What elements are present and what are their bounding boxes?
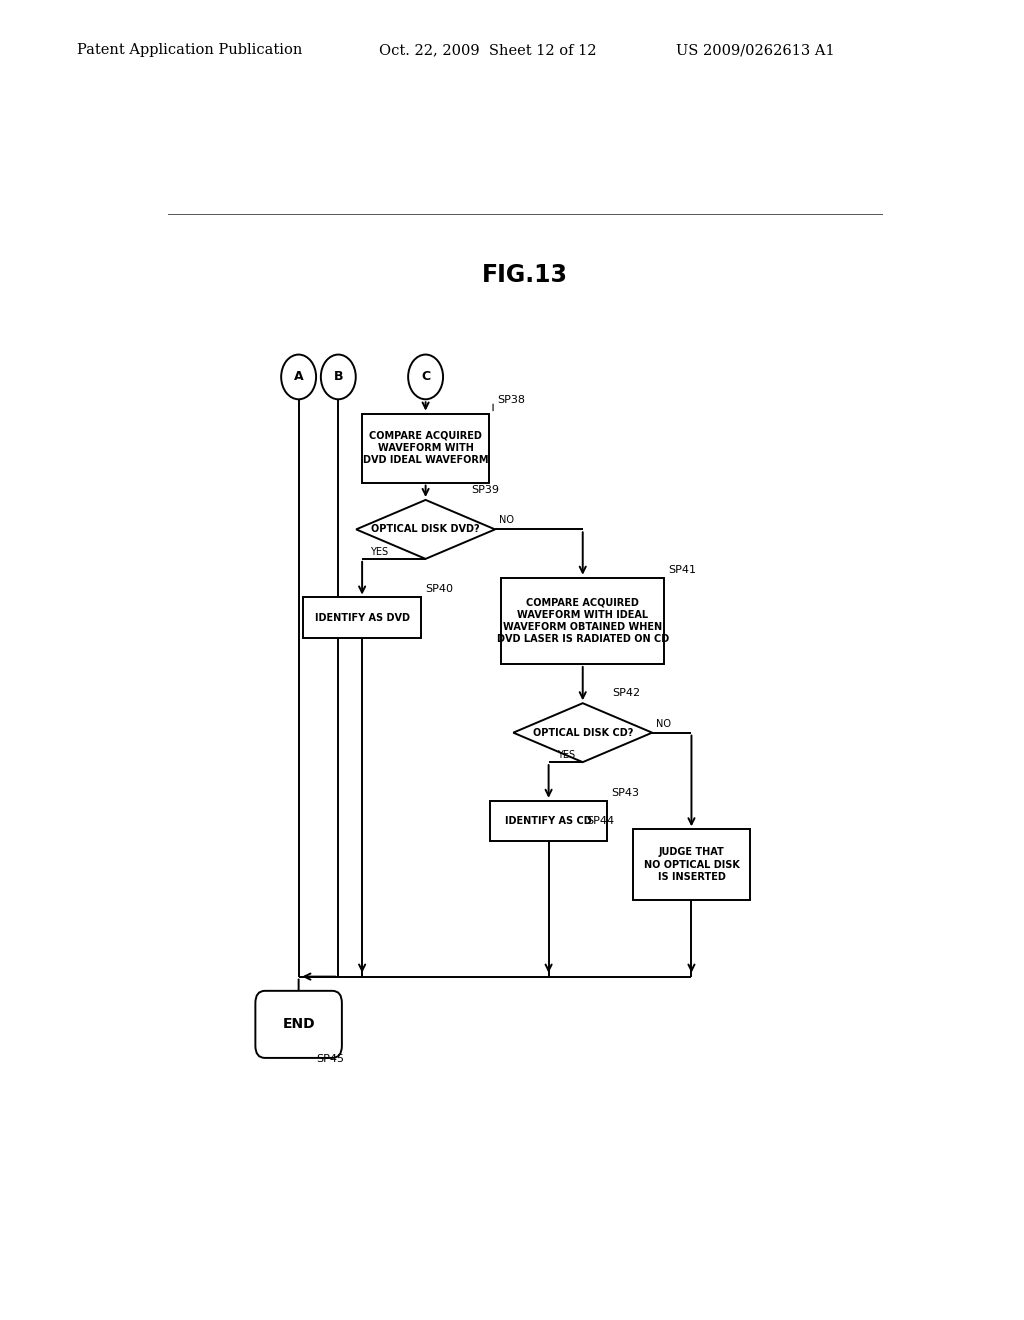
Text: FIG.13: FIG.13 <box>482 263 567 288</box>
Polygon shape <box>356 500 495 558</box>
Text: SP43: SP43 <box>611 788 639 797</box>
Text: COMPARE ACQUIRED
WAVEFORM WITH
DVD IDEAL WAVEFORM: COMPARE ACQUIRED WAVEFORM WITH DVD IDEAL… <box>362 430 488 466</box>
Text: NO: NO <box>656 718 671 729</box>
Bar <box>362 413 489 483</box>
Text: IDENTIFY AS DVD: IDENTIFY AS DVD <box>314 612 410 623</box>
Text: Oct. 22, 2009  Sheet 12 of 12: Oct. 22, 2009 Sheet 12 of 12 <box>379 44 596 57</box>
Bar <box>489 801 607 841</box>
Text: OPTICAL DISK DVD?: OPTICAL DISK DVD? <box>372 524 480 535</box>
Text: SP38: SP38 <box>497 396 525 405</box>
Text: SP45: SP45 <box>316 1053 344 1064</box>
Text: SP39: SP39 <box>471 484 500 495</box>
Text: B: B <box>334 371 343 383</box>
Text: A: A <box>294 371 303 383</box>
Text: SP44: SP44 <box>587 816 614 826</box>
Text: SP40: SP40 <box>425 585 453 594</box>
Text: JUDGE THAT
NO OPTICAL DISK
IS INSERTED: JUDGE THAT NO OPTICAL DISK IS INSERTED <box>643 847 739 882</box>
Circle shape <box>282 355 316 399</box>
Text: OPTICAL DISK CD?: OPTICAL DISK CD? <box>532 727 633 738</box>
Text: C: C <box>421 371 430 383</box>
Text: US 2009/0262613 A1: US 2009/0262613 A1 <box>676 44 835 57</box>
Bar <box>502 578 665 664</box>
FancyBboxPatch shape <box>255 991 342 1057</box>
Circle shape <box>321 355 355 399</box>
Text: YES: YES <box>370 546 388 557</box>
Polygon shape <box>513 704 652 762</box>
Circle shape <box>409 355 443 399</box>
Text: NO: NO <box>499 515 514 525</box>
Text: SP41: SP41 <box>668 565 696 574</box>
Text: SP42: SP42 <box>612 688 641 698</box>
Text: IDENTIFY AS CD: IDENTIFY AS CD <box>505 816 592 826</box>
Bar <box>303 598 421 638</box>
Text: YES: YES <box>557 750 574 760</box>
Text: END: END <box>283 1018 315 1031</box>
Text: COMPARE ACQUIRED
WAVEFORM WITH IDEAL
WAVEFORM OBTAINED WHEN
DVD LASER IS RADIATE: COMPARE ACQUIRED WAVEFORM WITH IDEAL WAV… <box>497 597 669 644</box>
Text: Patent Application Publication: Patent Application Publication <box>77 44 302 57</box>
Bar <box>633 829 751 900</box>
